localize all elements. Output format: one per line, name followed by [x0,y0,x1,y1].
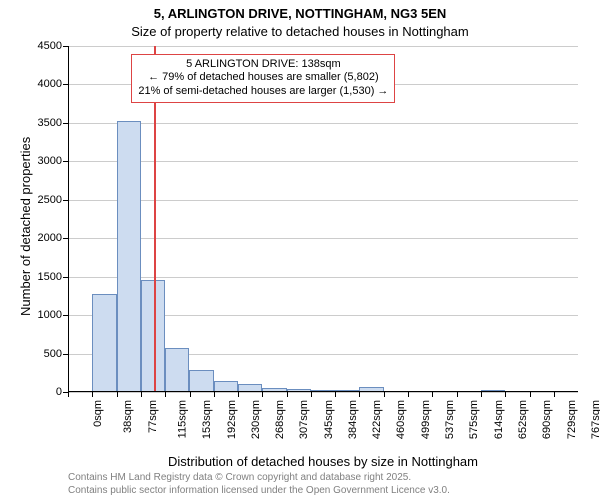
x-tick-label: 38sqm [122,400,134,433]
y-tick-label: 2000 [38,232,68,244]
x-tick-label: 614sqm [493,400,505,439]
x-tick-label: 384sqm [347,400,359,439]
x-tick [262,392,263,397]
x-tick-label: 307sqm [299,400,311,439]
x-tick-label: 729sqm [566,400,578,439]
x-tick [287,392,288,397]
x-tick-label: 422sqm [371,400,383,439]
histogram-bar [92,294,116,392]
x-tick-label: 652sqm [517,400,529,439]
annotation-box: 5 ARLINGTON DRIVE: 138sqm ← 79% of detac… [131,54,395,103]
histogram-bar [117,121,141,392]
x-axis-line [68,391,578,392]
y-tick-label: 2500 [38,194,68,206]
y-axis-title: Number of detached properties [18,137,33,316]
x-tick [311,392,312,397]
y-tick-label: 4500 [38,40,68,52]
gridline [68,392,578,393]
x-tick-label: 77sqm [147,400,159,433]
x-tick [481,392,482,397]
y-tick-label: 3000 [38,155,68,167]
credits-line2: Contains public sector information licen… [68,485,588,498]
x-axis-title: Distribution of detached houses by size … [68,454,578,469]
x-tick-label: 460sqm [396,400,408,439]
annotation-line3: 21% of semi-detached houses are larger (… [138,85,388,99]
x-tick-label: 537sqm [444,400,456,439]
x-tick [68,392,69,397]
chart-title-sub: Size of property relative to detached ho… [0,24,600,39]
y-tick-label: 500 [44,348,68,360]
x-tick-label: 345sqm [323,400,335,439]
histogram-bar [165,348,189,392]
y-axis-line [68,46,69,392]
histogram-bar [189,370,213,392]
x-tick [359,392,360,397]
x-tick [384,392,385,397]
x-tick [165,392,166,397]
credits-line1: Contains HM Land Registry data © Crown c… [68,472,588,485]
x-tick [335,392,336,397]
x-tick-label: 115sqm [176,400,188,438]
y-tick-label: 3500 [38,117,68,129]
y-tick-label: 4000 [38,78,68,90]
x-tick [238,392,239,397]
annotation-line2: ← 79% of detached houses are smaller (5,… [138,71,388,85]
y-tick-label: 1000 [38,309,68,321]
x-tick [141,392,142,397]
x-tick-label: 499sqm [420,400,432,439]
chart-title-main: 5, ARLINGTON DRIVE, NOTTINGHAM, NG3 5EN [0,6,600,21]
x-tick [92,392,93,397]
x-tick [432,392,433,397]
x-tick-label: 575sqm [468,400,480,439]
x-tick-label: 192sqm [226,400,238,439]
chart-plot-area: 050010001500200025003000350040004500 5 A… [68,46,578,392]
credits: Contains HM Land Registry data © Crown c… [68,472,588,497]
x-tick-label: 0sqm [92,400,104,427]
y-tick-label: 0 [56,386,68,398]
x-tick [457,392,458,397]
x-tick-label: 690sqm [541,400,553,439]
x-tick-label: 767sqm [590,400,600,439]
x-tick-label: 268sqm [274,400,286,439]
x-tick [554,392,555,397]
x-tick [530,392,531,397]
x-tick-label: 153sqm [201,400,213,439]
x-tick [408,392,409,397]
y-tick-label: 1500 [38,271,68,283]
x-tick [117,392,118,397]
annotation-line1: 5 ARLINGTON DRIVE: 138sqm [138,58,388,72]
histogram-bar [141,280,165,392]
x-tick [190,392,191,397]
x-tick-label: 230sqm [250,400,262,439]
x-tick [214,392,215,397]
x-tick [505,392,506,397]
